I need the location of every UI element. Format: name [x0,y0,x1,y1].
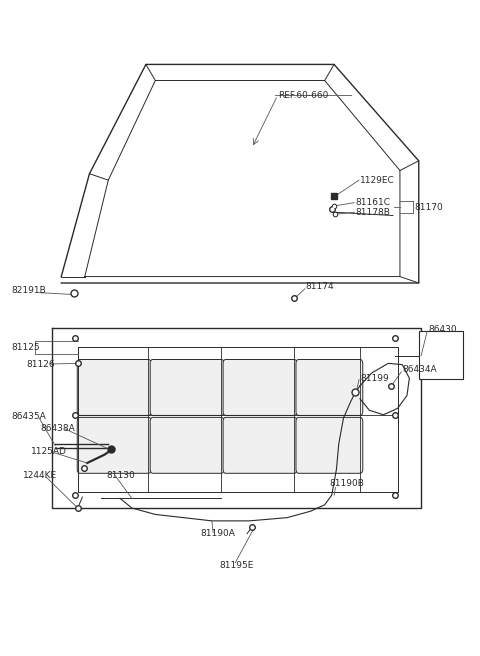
Text: 1129EC: 1129EC [360,176,395,184]
FancyBboxPatch shape [296,359,363,415]
Bar [419,331,464,379]
Text: 1244KE: 1244KE [23,472,57,480]
Text: 81126: 81126 [26,359,55,369]
Text: 81130: 81130 [107,472,135,480]
FancyBboxPatch shape [150,417,224,473]
Text: 81174: 81174 [306,282,335,291]
Text: 86438A: 86438A [40,424,75,434]
Text: 81199: 81199 [360,374,389,382]
Text: 81190A: 81190A [201,529,235,538]
FancyBboxPatch shape [77,417,151,473]
Text: 82191B: 82191B [12,286,47,295]
FancyBboxPatch shape [223,417,297,473]
Text: 81195E: 81195E [219,562,253,570]
Text: 1125AD: 1125AD [31,447,67,456]
Text: REF.60-660: REF.60-660 [278,91,329,100]
Text: 86430: 86430 [428,325,457,334]
Text: 81125: 81125 [12,343,40,352]
Text: 81170: 81170 [414,203,443,212]
FancyBboxPatch shape [223,359,297,415]
Text: 81161C: 81161C [355,198,390,207]
FancyBboxPatch shape [77,359,151,415]
Text: 86435A: 86435A [12,412,47,421]
Text: 81178B: 81178B [355,208,390,216]
Text: 86434A: 86434A [402,365,437,375]
FancyBboxPatch shape [150,359,224,415]
Text: 81190B: 81190B [329,479,364,488]
FancyBboxPatch shape [296,417,363,473]
